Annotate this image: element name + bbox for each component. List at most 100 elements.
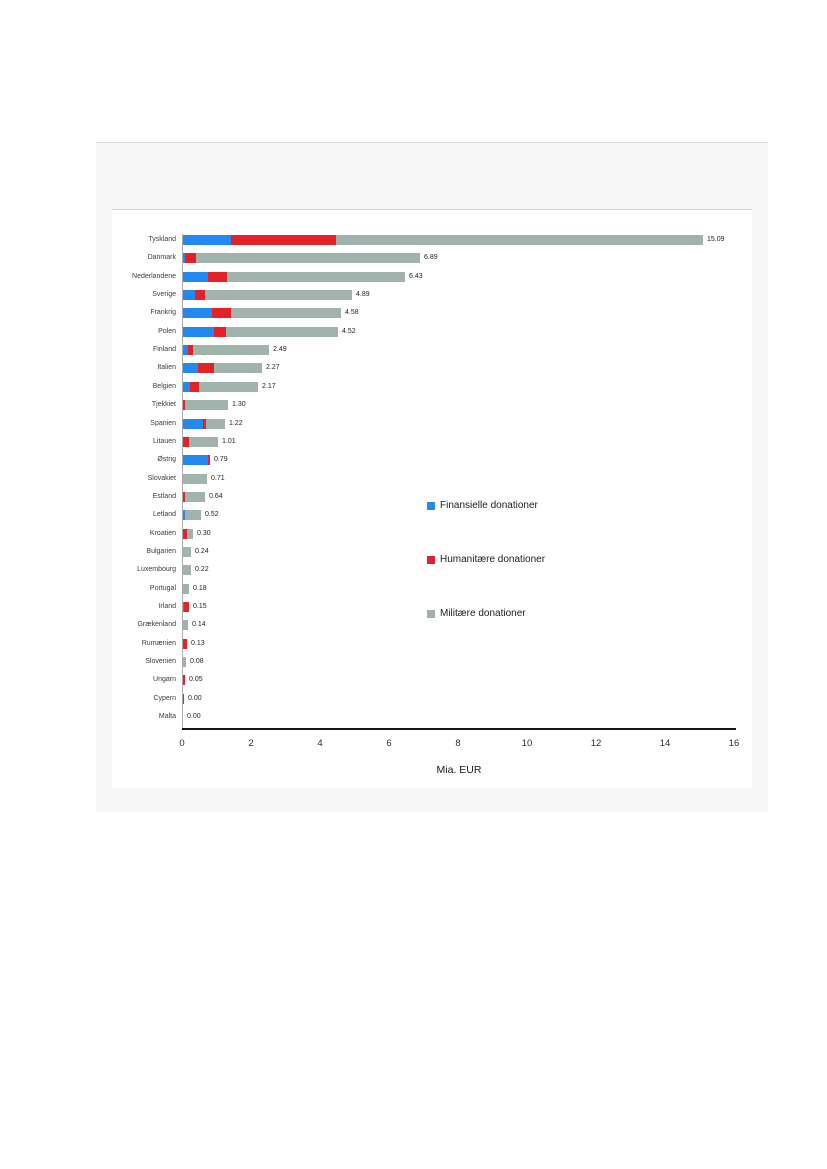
bar-segment-financial: [183, 271, 208, 282]
military-swatch-icon: [427, 609, 435, 618]
stacked-bar: [183, 693, 184, 704]
bar-row: Bulgarien 0.24: [112, 546, 752, 557]
bar-value-label: 0.64: [209, 492, 223, 500]
bar-row: Nederlandene 6.43: [112, 271, 752, 282]
bar-value-label: 6.89: [424, 254, 438, 262]
bar-segment-financial: [183, 363, 198, 374]
stacked-bar: [183, 675, 185, 686]
bar-segment-humanitarian: [183, 638, 187, 649]
country-label: Grækenland: [137, 621, 176, 629]
bar-row: Letland 0.52: [112, 510, 752, 521]
stacked-bar: [183, 363, 262, 374]
country-label: Spanien: [150, 419, 176, 427]
bar-value-label: 0.00: [188, 694, 202, 702]
country-label: Finland: [153, 346, 176, 354]
bar-segment-military: [199, 381, 258, 392]
bar-segment-humanitarian: [214, 326, 226, 337]
legend-label: Humanitære donationer: [440, 554, 546, 565]
country-label: Slovakiet: [147, 474, 176, 482]
country-label: Østrig: [157, 456, 176, 464]
bar-segment-humanitarian: [184, 602, 189, 612]
x-tick-label: 6: [386, 738, 392, 749]
bar-value-label: 0.79: [214, 456, 228, 464]
bar-value-label: 0.13: [191, 639, 205, 647]
stacked-bar: [183, 271, 405, 282]
bar-segment-humanitarian: [183, 528, 187, 539]
bar-value-label: 0.15: [193, 603, 207, 610]
stacked-bar: [183, 657, 186, 668]
bar-segment-military: [193, 345, 269, 356]
stacked-bar: [183, 345, 269, 356]
stacked-bar: [183, 638, 187, 649]
stacked-bar: [183, 326, 338, 337]
stacked-bar: [183, 473, 207, 484]
bar-value-label: 0.18: [193, 584, 207, 592]
bar-segment-financial: [183, 510, 185, 521]
bar-segment-military: [185, 510, 201, 521]
bar-segment-military: [183, 546, 191, 557]
x-axis-line: [182, 728, 736, 730]
x-tick-label: 14: [659, 738, 671, 749]
bar-row: Grækenland 0.14: [112, 620, 752, 631]
bar-value-label: 0.05: [189, 676, 203, 684]
country-label: Slovenien: [145, 658, 176, 666]
bar-segment-humanitarian: [198, 363, 214, 374]
bar-row: Litauen 1.01: [112, 436, 752, 447]
bar-value-label: 15.09: [707, 236, 725, 243]
bar-row: Malta 0.00: [112, 712, 752, 722]
bar-segment-financial: [183, 602, 184, 612]
bar-segment-military: [183, 473, 207, 484]
stacked-bar: [183, 602, 189, 612]
bar-value-label: 0.00: [187, 713, 201, 721]
bar-row: Estland 0.64: [112, 491, 752, 502]
chart-card: Tyskland 15.09 Danmark 6.89 Nederlandene 6.43…: [112, 209, 752, 788]
bar-segment-military: [185, 491, 205, 502]
country-label: Litauen: [153, 437, 176, 445]
country-label: Rumænien: [141, 639, 176, 647]
country-label: Cypern: [153, 694, 176, 702]
bar-row: Slovenien 0.08: [112, 657, 752, 668]
stacked-bar: [183, 290, 352, 301]
stacked-bar: [183, 528, 193, 539]
bar-value-label: 0.14: [192, 621, 206, 629]
bar-segment-humanitarian: [188, 345, 193, 356]
bar-segment-military: [231, 308, 341, 319]
bar-segment-military: [185, 400, 228, 411]
country-label: Estland: [152, 492, 176, 500]
bar-segment-humanitarian: [203, 418, 206, 429]
bar-row: Cypern 0.00: [112, 693, 752, 704]
country-label: Tjekkiet: [151, 401, 176, 409]
bar-value-label: 1.30: [232, 401, 246, 409]
country-label: Malta: [158, 713, 176, 721]
bar-segment-military: [196, 253, 420, 264]
country-label: Frankrig: [150, 309, 176, 317]
legend-item-financial: Finansielle donationer: [427, 500, 538, 511]
bar-segment-humanitarian: [185, 253, 196, 264]
country-label: Polen: [158, 327, 176, 335]
bar-segment-military: [183, 583, 189, 594]
bar-segment-financial: [183, 290, 195, 301]
legend-label: Finansielle donationer: [440, 500, 538, 511]
bar-segment-military: [205, 290, 352, 301]
bar-row: Danmark 6.89: [112, 253, 752, 264]
bar-segment-humanitarian: [208, 455, 210, 466]
bar-segment-military: [183, 620, 188, 631]
bar-segment-financial: [183, 381, 190, 392]
stacked-bar: [183, 565, 191, 576]
bar-segment-financial: [183, 418, 203, 429]
bar-row: Portugal 0.18: [112, 583, 752, 594]
bar-row: Belgien 2.17: [112, 381, 752, 392]
bar-segment-military: [187, 528, 193, 539]
bar-row: Rumænien 0.13: [112, 638, 752, 649]
bar-row: Polen 4.52: [112, 326, 752, 337]
stacked-bar: [183, 455, 210, 466]
x-tick-label: 12: [590, 738, 602, 749]
country-label: Irland: [158, 603, 176, 610]
bar-row: Sverige 4.89: [112, 290, 752, 301]
country-label: Nederlandene: [132, 272, 176, 280]
bar-row: Luxembourg 0.22: [112, 565, 752, 576]
x-tick-label: 8: [455, 738, 461, 749]
stacked-bar: [183, 620, 188, 631]
bar-row: Irland 0.15: [112, 602, 752, 612]
bar-row: Tjekkiet 1.30: [112, 400, 752, 411]
